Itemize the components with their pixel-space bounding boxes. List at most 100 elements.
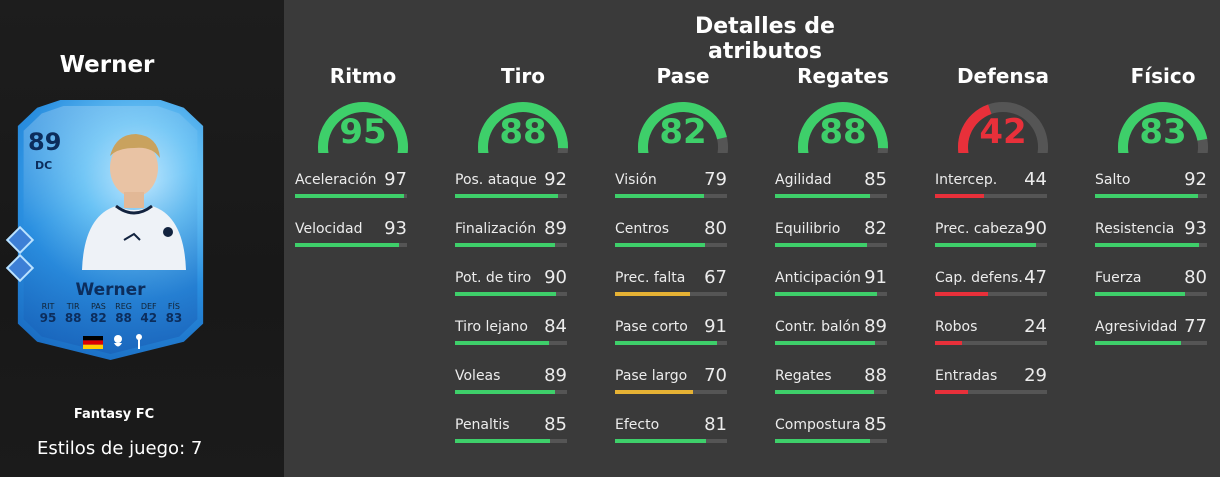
attribute-row: Resistencia 93: [1095, 218, 1207, 265]
attribute-bar: [1095, 292, 1207, 296]
attribute-name: Pase corto: [615, 319, 688, 335]
card-stat-value: 88: [115, 311, 132, 325]
category-gauge: [958, 102, 1048, 153]
attribute-bar: [1095, 341, 1207, 345]
premier-league-icon: [114, 335, 122, 347]
attribute-bar-fill: [455, 390, 555, 394]
attribute-bar-fill: [1095, 341, 1182, 345]
attribute-name: Velocidad: [295, 221, 363, 237]
attribute-name: Robos: [935, 319, 978, 335]
attribute-value: 70: [704, 365, 727, 386]
attribute-value: 90: [544, 267, 567, 288]
attribute-row: Pos. ataque 92: [455, 169, 567, 216]
attribute-bar-fill: [775, 439, 871, 443]
attribute-bar: [935, 341, 1047, 345]
attribute-name: Compostura: [775, 417, 861, 433]
card-stat: FÍS 83: [162, 302, 186, 325]
attribute-bar-fill: [615, 194, 704, 198]
card-rating: 89: [28, 128, 62, 156]
gauge-fill: [478, 102, 568, 153]
attribute-name: Entradas: [935, 368, 998, 384]
attribute-bar-fill: [1095, 194, 1198, 198]
attribute-bar-fill: [455, 292, 556, 296]
attribute-row: Cap. defens. 47: [935, 267, 1047, 314]
attribute-bar-fill: [775, 243, 867, 247]
attribute-name: Penaltis: [455, 417, 510, 433]
attribute-row: Robos 24: [935, 316, 1047, 363]
attribute-value: 91: [704, 316, 727, 337]
attribute-value: 91: [864, 267, 887, 288]
card-stat-value: 82: [90, 311, 107, 325]
category-value: 82: [659, 112, 707, 152]
attribute-value: 85: [864, 169, 887, 190]
category-gauge: [798, 102, 888, 153]
attribute-row: Anticipación 91: [775, 267, 887, 314]
category-gauge: [1118, 102, 1208, 153]
club-crest-icon: [136, 334, 142, 349]
attribute-value: 47: [1024, 267, 1047, 288]
attribute-bar: [615, 341, 727, 345]
attribute-name: Pot. de tiro: [455, 270, 532, 286]
attribute-name: Aceleración: [295, 172, 377, 188]
attribute-name: Centros: [615, 221, 670, 237]
attribute-row: Velocidad 93: [295, 218, 407, 265]
attribute-bar: [455, 292, 567, 296]
card-position: DC: [35, 159, 53, 172]
category-name: Tiro: [500, 64, 546, 88]
attribute-row: Salto 92: [1095, 169, 1207, 216]
attribute-bar-fill: [615, 439, 706, 443]
attribute-row: Prec. cabeza 90: [935, 218, 1047, 265]
attribute-row: Regates 88: [775, 365, 887, 412]
playstyle-icons: [5, 225, 35, 286]
attribute-row: Efecto 81: [615, 414, 727, 461]
card-stat-value: 88: [64, 311, 82, 325]
attribute-value: 79: [704, 169, 727, 190]
attribute-bar-fill: [455, 439, 551, 443]
attribute-bar: [775, 341, 887, 345]
card-stat: TIR 88: [61, 302, 85, 325]
attribute-name: Intercep.: [935, 172, 998, 188]
attribute-row: Equilibrio 82: [775, 218, 887, 265]
playstyle-plus-icon: [5, 225, 35, 255]
player-name: Werner: [59, 52, 155, 78]
attribute-bar: [1095, 243, 1207, 247]
category-gauge: [318, 102, 408, 153]
attribute-bar: [775, 390, 887, 394]
attribute-name: Finalización: [455, 221, 537, 237]
player-card[interactable]: 89 DC Werner RIT 95 TIR 88 PAS 82 REG 88 DEF 42 FÍ…: [5, 100, 207, 360]
attribute-name: Tiro lejano: [455, 319, 528, 335]
attribute-bar-fill: [935, 243, 1036, 247]
attribute-name: Pase largo: [615, 368, 688, 384]
attribute-row: Penaltis 85: [455, 414, 567, 461]
attribute-name: Prec. cabeza: [935, 221, 1024, 237]
attribute-row: Entradas 29: [935, 365, 1047, 412]
attribute-bar-fill: [615, 390, 694, 394]
card-stat: REG 88: [112, 302, 136, 325]
attribute-name: Prec. falta: [615, 270, 686, 286]
card-name: Werner: [75, 280, 146, 300]
gauge-fill: [798, 102, 888, 153]
card-stat: DEF 42: [137, 302, 161, 325]
attribute-row: Agilidad 85: [775, 169, 887, 216]
card-stat-label: TIR: [66, 302, 80, 311]
attribute-name: Salto: [1095, 172, 1131, 188]
gauge-fill: [318, 102, 408, 153]
category-value: 95: [339, 112, 387, 152]
category-gauge: [638, 102, 728, 153]
attribute-row: Finalización 89: [455, 218, 567, 265]
attribute-bar-fill: [615, 341, 717, 345]
attribute-bar: [455, 243, 567, 247]
player-panel: Werner 89 DC Werner RIT 95 TIR 88 PAS 82 REG 88…: [0, 0, 284, 477]
attribute-bar: [615, 439, 727, 443]
attribute-value: 84: [544, 316, 567, 337]
attribute-name: Pos. ataque: [455, 172, 537, 188]
attribute-value: 97: [384, 169, 407, 190]
attribute-bar: [295, 243, 407, 247]
card-stat-label: RIT: [41, 302, 55, 311]
attribute-value: 67: [704, 267, 727, 288]
attribute-bar-fill: [455, 341, 550, 345]
gauge-fill: [638, 102, 727, 153]
attribute-value: 93: [1184, 218, 1207, 239]
attribute-bar-fill: [775, 194, 871, 198]
attribute-name: Cap. defens.: [935, 270, 1023, 286]
